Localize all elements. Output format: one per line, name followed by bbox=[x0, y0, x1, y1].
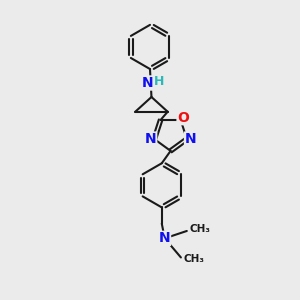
Text: CH₃: CH₃ bbox=[190, 224, 211, 235]
Text: CH₃: CH₃ bbox=[184, 254, 205, 264]
Text: O: O bbox=[177, 111, 189, 124]
Text: N: N bbox=[159, 231, 170, 245]
Text: N: N bbox=[184, 132, 196, 146]
Text: N: N bbox=[142, 76, 154, 90]
Text: H: H bbox=[154, 75, 164, 88]
Text: N: N bbox=[145, 132, 157, 146]
